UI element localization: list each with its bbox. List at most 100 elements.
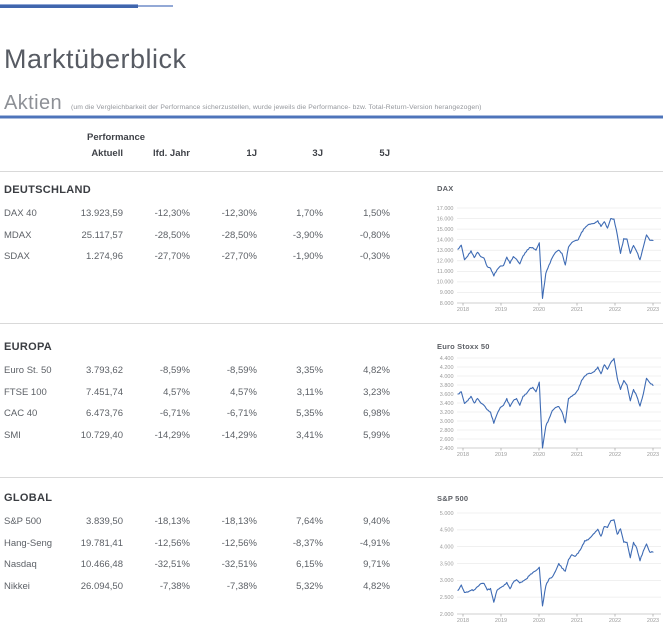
value-cell: 13.923,59 [80, 208, 123, 219]
y-axis-tick-label: 2.400 [440, 446, 454, 452]
y-axis-tick-label: 2.500 [440, 595, 454, 601]
divider-line-deutschland [0, 323, 663, 324]
line-chart-canvas: 4.400 4.200 4.000 3.800 3.600 3.400 3.200 3.000… [440, 356, 661, 458]
x-axis-tick-label: 2018 [457, 618, 469, 624]
x-axis-tick-label: 2020 [533, 307, 545, 313]
value-cell: -18,13% [221, 516, 257, 527]
value-cell: -18,13% [154, 516, 190, 527]
value-cell: 3.793,62 [86, 365, 123, 376]
table-section-title: EUROPA [4, 341, 53, 353]
y-axis-tick-label: 5.000 [440, 511, 454, 517]
x-axis-tick-label: 2021 [571, 307, 583, 313]
value-cell: 1,70% [296, 208, 323, 219]
table-section-deutschland: DEUTSCHLAND DAX 40 13.923,59 -12,30% -12,30… [0, 184, 400, 268]
divider-line-europa [0, 477, 663, 478]
table-section-title: GLOBAL [4, 492, 53, 504]
index-label: MDAX [4, 229, 32, 241]
y-axis-tick-label: 3.400 [440, 401, 454, 407]
value-cell: -7,38% [159, 580, 190, 592]
column-header: 5J [379, 148, 390, 159]
table-rows: DAX 40 13.923,59 -12,30% -12,30% 1,70% 1,50% M… [0, 203, 400, 268]
value-cell: -8,37% [292, 537, 323, 549]
y-axis-tick-label: 3.200 [440, 410, 454, 416]
value-cell: 4,82% [363, 580, 390, 592]
value-cell: 26.094,50 [80, 580, 123, 592]
value-cell: 9,71% [363, 559, 390, 570]
index-label: DAX 40 [4, 208, 37, 219]
y-axis-tick-label: 4.000 [440, 374, 454, 380]
x-axis-tick-label: 2022 [609, 452, 621, 458]
index-label: Nasdaq [4, 559, 37, 570]
x-axis-tick-label: 2023 [647, 452, 659, 458]
table-row: MDAX 25.117,57 -28,50% -28,50% -3,90% -0,80% [0, 225, 400, 247]
value-cell: -28,50% [221, 229, 257, 241]
table-row: Nikkei 26.094,50 -7,38% -7,38% 5,32% 4,82% [0, 576, 400, 598]
value-cell: -0,30% [359, 251, 390, 262]
value-cell: 5,32% [296, 580, 323, 592]
value-cell: 25.117,57 [81, 229, 123, 241]
chart-euro-stoxx-50: Euro Stoxx 50 4.400 4.200 4.000 3.800 3.600 3… [437, 342, 672, 458]
table-rows: S&P 500 3.839,50 -18,13% -18,13% 7,64% 9,40% H… [0, 511, 400, 597]
value-cell: 3,11% [296, 386, 323, 398]
y-axis-tick-label: 17.000 [437, 206, 454, 212]
divider-line-header [0, 171, 663, 172]
chart-sp500: S&P 500 5.000 4.500 4.000 3.500 3.000 2.500 2.… [437, 494, 672, 624]
y-axis-tick-label: 4.500 [440, 528, 454, 534]
section-title: Aktien [4, 92, 62, 114]
section-note: (um die Vergleichbarkeit der Performance… [71, 104, 482, 111]
value-cell: 5,99% [363, 429, 390, 441]
index-label: S&P 500 [4, 516, 42, 527]
value-cell: -0,80% [359, 229, 390, 241]
y-axis-tick-label: 2.600 [440, 437, 454, 443]
table-rows: Euro St. 50 3.793,62 -8,59% -8,59% 3,35% 4,82… [0, 360, 400, 446]
index-label: SDAX [4, 251, 30, 262]
table-row: CAC 40 6.473,76 -6,71% -6,71% 5,35% 6,98% [0, 403, 400, 425]
value-cell: -27,70% [221, 251, 257, 262]
x-axis-tick-label: 2021 [571, 452, 583, 458]
table-row: S&P 500 3.839,50 -18,13% -18,13% 7,64% 9,40% [0, 511, 400, 533]
value-cell: 7.451,74 [86, 386, 123, 398]
value-cell: -12,30% [154, 208, 190, 219]
x-axis-tick-label: 2022 [609, 307, 621, 313]
y-axis-tick-label: 3.000 [440, 419, 454, 425]
value-cell: -14,29% [221, 429, 257, 441]
index-label: CAC 40 [4, 408, 38, 419]
table-row: Euro St. 50 3.793,62 -8,59% -8,59% 3,35% 4,82… [0, 360, 400, 382]
value-cell: 1,50% [363, 208, 390, 219]
y-axis-tick-label: 4.400 [440, 356, 454, 362]
page-title: Marktüberblick [4, 44, 187, 74]
value-cell: 10.729,40 [80, 429, 123, 441]
value-cell: 4,57% [163, 386, 190, 398]
chart-dax: DAX 17.000 16.000 15.000 14.000 13.000 12.000… [437, 184, 672, 313]
value-cell: 5,35% [296, 408, 323, 419]
value-cell: 4,82% [363, 365, 390, 376]
value-cell: -32,51% [221, 559, 257, 570]
table-row: Nasdaq 10.466,48 -32,51% -32,51% 6,15% 9,71% [0, 554, 400, 576]
value-cell: -6,71% [226, 408, 257, 419]
value-cell: 6,15% [296, 559, 323, 570]
value-cell: 6.473,76 [86, 408, 123, 419]
column-header: 1J [246, 148, 257, 159]
y-axis-tick-label: 3.500 [440, 561, 454, 567]
value-cell: 3,23% [363, 386, 390, 398]
index-label: SMI [4, 429, 21, 441]
value-cell: 10.466,48 [80, 559, 123, 570]
x-axis-tick-label: 2020 [533, 452, 545, 458]
value-cell: 3.839,50 [86, 516, 123, 527]
y-axis-tick-label: 2.000 [440, 612, 454, 618]
price-line [457, 218, 654, 299]
y-axis-tick-label: 10.000 [437, 280, 454, 286]
chart-title: S&P 500 [437, 494, 469, 503]
value-cell: -7,38% [226, 580, 257, 592]
value-cell: -8,59% [226, 365, 257, 376]
table-row: Hang-Seng 19.781,41 -12,56% -12,56% -8,37% -4… [0, 533, 400, 555]
value-cell: -3,90% [292, 229, 323, 241]
table-row: FTSE 100 7.451,74 4,57% 4,57% 3,11% 3,23% [0, 382, 400, 404]
top-accent-bar-light [138, 5, 173, 7]
y-axis-tick-label: 12.000 [437, 259, 454, 265]
y-axis-tick-label: 9.000 [440, 290, 454, 296]
x-axis-tick-label: 2019 [495, 618, 507, 624]
section-header: Aktien (um die Vergleichbarkeit der Perf… [4, 92, 482, 115]
table-row: DAX 40 13.923,59 -12,30% -12,30% 1,70% 1,50% [0, 203, 400, 225]
